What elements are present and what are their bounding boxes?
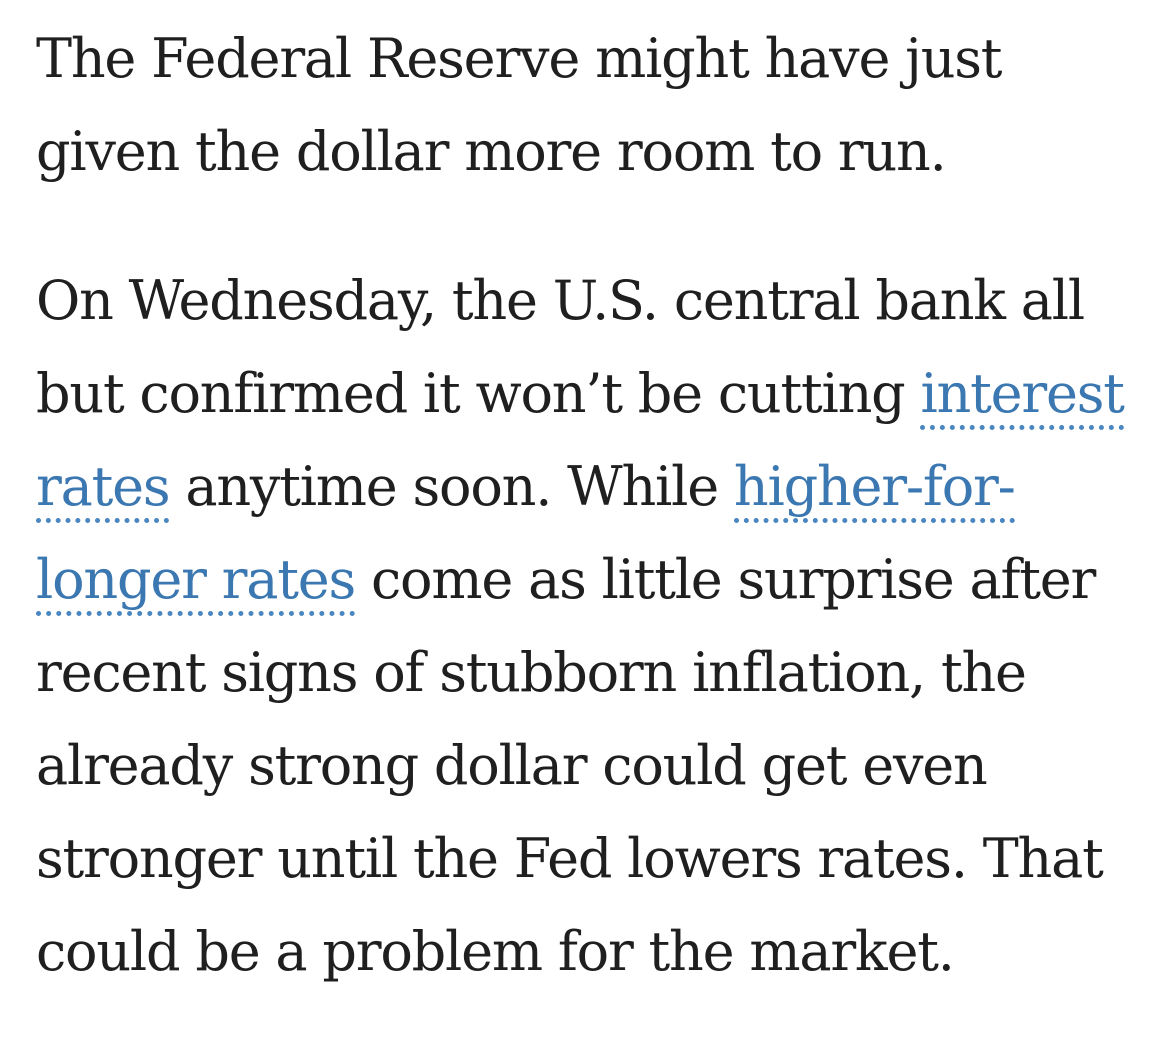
paragraph-body: On Wednesday, the U.S. central bank all … [36,254,1146,998]
interest-rates-link[interactable]: interest rates [36,362,1125,523]
paragraph-text: anytime soon. While [169,455,734,518]
higher-for-longer-rates-link[interactable]: higher-for-longer rates [36,455,1016,616]
paragraph-text: come as little surprise after recent sig… [36,548,1104,983]
paragraph-text: On Wednesday, the U.S. central bank all … [36,269,1085,425]
paragraph-intro: The Federal Reserve might have just give… [36,27,1003,183]
article-body: The Federal Reserve might have just give… [36,12,1146,998]
